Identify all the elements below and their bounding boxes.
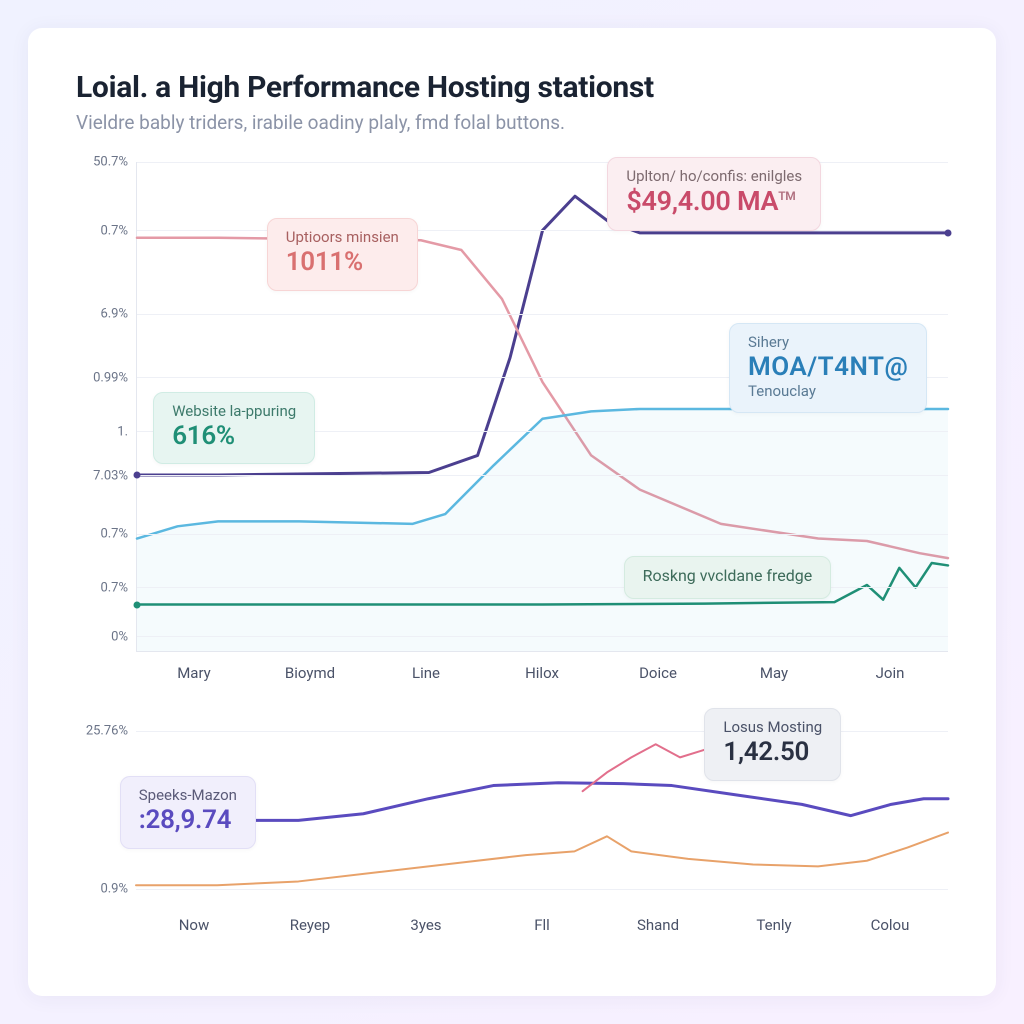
x-tick-label: Fll	[484, 904, 600, 946]
y-tick-label: 6.9%	[100, 306, 128, 321]
callout-label: Losus Mosting	[723, 719, 822, 737]
callout-value: 1011%	[286, 247, 399, 278]
callout-label: Sihery	[748, 334, 908, 352]
callout-badge: SiheryMOA/T4NT@Tenouclay	[729, 323, 927, 413]
gridline	[137, 314, 948, 315]
callout-badge: Roskng vvcldane fredge	[624, 556, 832, 599]
gridline	[137, 162, 948, 163]
series-purple2	[136, 783, 948, 822]
callout-value: :28,9.74	[139, 805, 237, 836]
y-tick-label: 0.9%	[100, 881, 128, 896]
x-tick-label: Bioymd	[252, 652, 368, 702]
callout-label: Speeks-Mazon	[139, 787, 237, 805]
x-tick-label: Shand	[600, 904, 716, 946]
y-tick-label: 25.76%	[86, 724, 128, 739]
x-tick-label: Reyep	[252, 904, 368, 946]
callout-label: Uptioors minsien	[286, 229, 399, 247]
x-tick-label: 3yes	[368, 904, 484, 946]
x-tick-label: Join	[832, 652, 948, 702]
y-tick-label: 7.03%	[93, 468, 128, 483]
gridline	[137, 475, 948, 476]
callout-badge: Website la-ppuring616%	[153, 392, 315, 464]
callout-sub: Tenouclay	[748, 383, 908, 401]
x-tick-label: Line	[368, 652, 484, 702]
series-orange	[136, 833, 948, 886]
callout-value: $49,4.00 MATM	[626, 186, 802, 218]
callout-badge: Speeks-Mazon:28,9.74	[120, 776, 256, 848]
dashboard-card: Loial. a High Performance Hosting statio…	[28, 28, 996, 996]
plot-area: Speeks-Mazon:28,9.74 Losus Mosting1,42.50	[136, 716, 948, 904]
secondary-chart: 25.76% 0.9% Speeks-Mazon:28,9.74 Losus Mos…	[76, 716, 948, 946]
gridline	[137, 636, 948, 637]
main-chart: 50.7%0.7%6.9%0.99%1.7.03%0.7%0.7%0% Upti…	[76, 162, 948, 702]
data-point	[945, 229, 952, 236]
plot-area: Uptioors minsien1011% Website la-ppuring6…	[136, 162, 948, 652]
x-tick-label: Mary	[136, 652, 252, 702]
y-tick-label: 0%	[111, 630, 128, 645]
callout-label: Uplton/ ho/confis: enilgles	[626, 168, 802, 186]
y-tick-label: 1.	[117, 424, 128, 439]
y-tick-label: 0.7%	[100, 527, 128, 542]
x-tick-label: Doice	[600, 652, 716, 702]
x-axis: NowReyep3yesFllShandTenlyColou	[136, 904, 948, 946]
data-point	[134, 601, 141, 608]
callout-badge: Uplton/ ho/confis: enilgles$49,4.00 MATM	[607, 157, 821, 231]
data-point	[134, 471, 141, 478]
y-tick-label: 0.7%	[100, 581, 128, 596]
x-tick-label: May	[716, 652, 832, 702]
x-tick-label: Hilox	[484, 652, 600, 702]
callout-badge: Losus Mosting1,42.50	[704, 708, 841, 780]
callout-value: 616%	[172, 421, 296, 452]
gridline	[137, 230, 948, 231]
y-tick-label: 0.7%	[100, 223, 128, 238]
callout-label: Roskng vvcldane fredge	[643, 567, 813, 586]
callout-label: Website la-ppuring	[172, 403, 296, 421]
callout-value: MOA/T4NT@	[748, 352, 908, 383]
y-tick-label: 0.99%	[93, 370, 128, 385]
x-tick-label: Tenly	[716, 904, 832, 946]
y-axis: 50.7%0.7%6.9%0.99%1.7.03%0.7%0.7%0%	[76, 162, 136, 652]
gridline	[136, 889, 948, 890]
page-subtitle: Vieldre bably triders, irabile oadiny pl…	[76, 111, 948, 134]
gridline	[137, 534, 948, 535]
page-title: Loial. a High Performance Hosting statio…	[76, 70, 948, 105]
callout-value: 1,42.50	[723, 737, 822, 768]
y-tick-label: 50.7%	[93, 155, 128, 170]
x-tick-label: Now	[136, 904, 252, 946]
x-axis: MaryBioymdLineHiloxDoiceMayJoin	[136, 652, 948, 702]
callout-badge: Uptioors minsien1011%	[267, 218, 418, 290]
x-tick-label: Colou	[832, 904, 948, 946]
